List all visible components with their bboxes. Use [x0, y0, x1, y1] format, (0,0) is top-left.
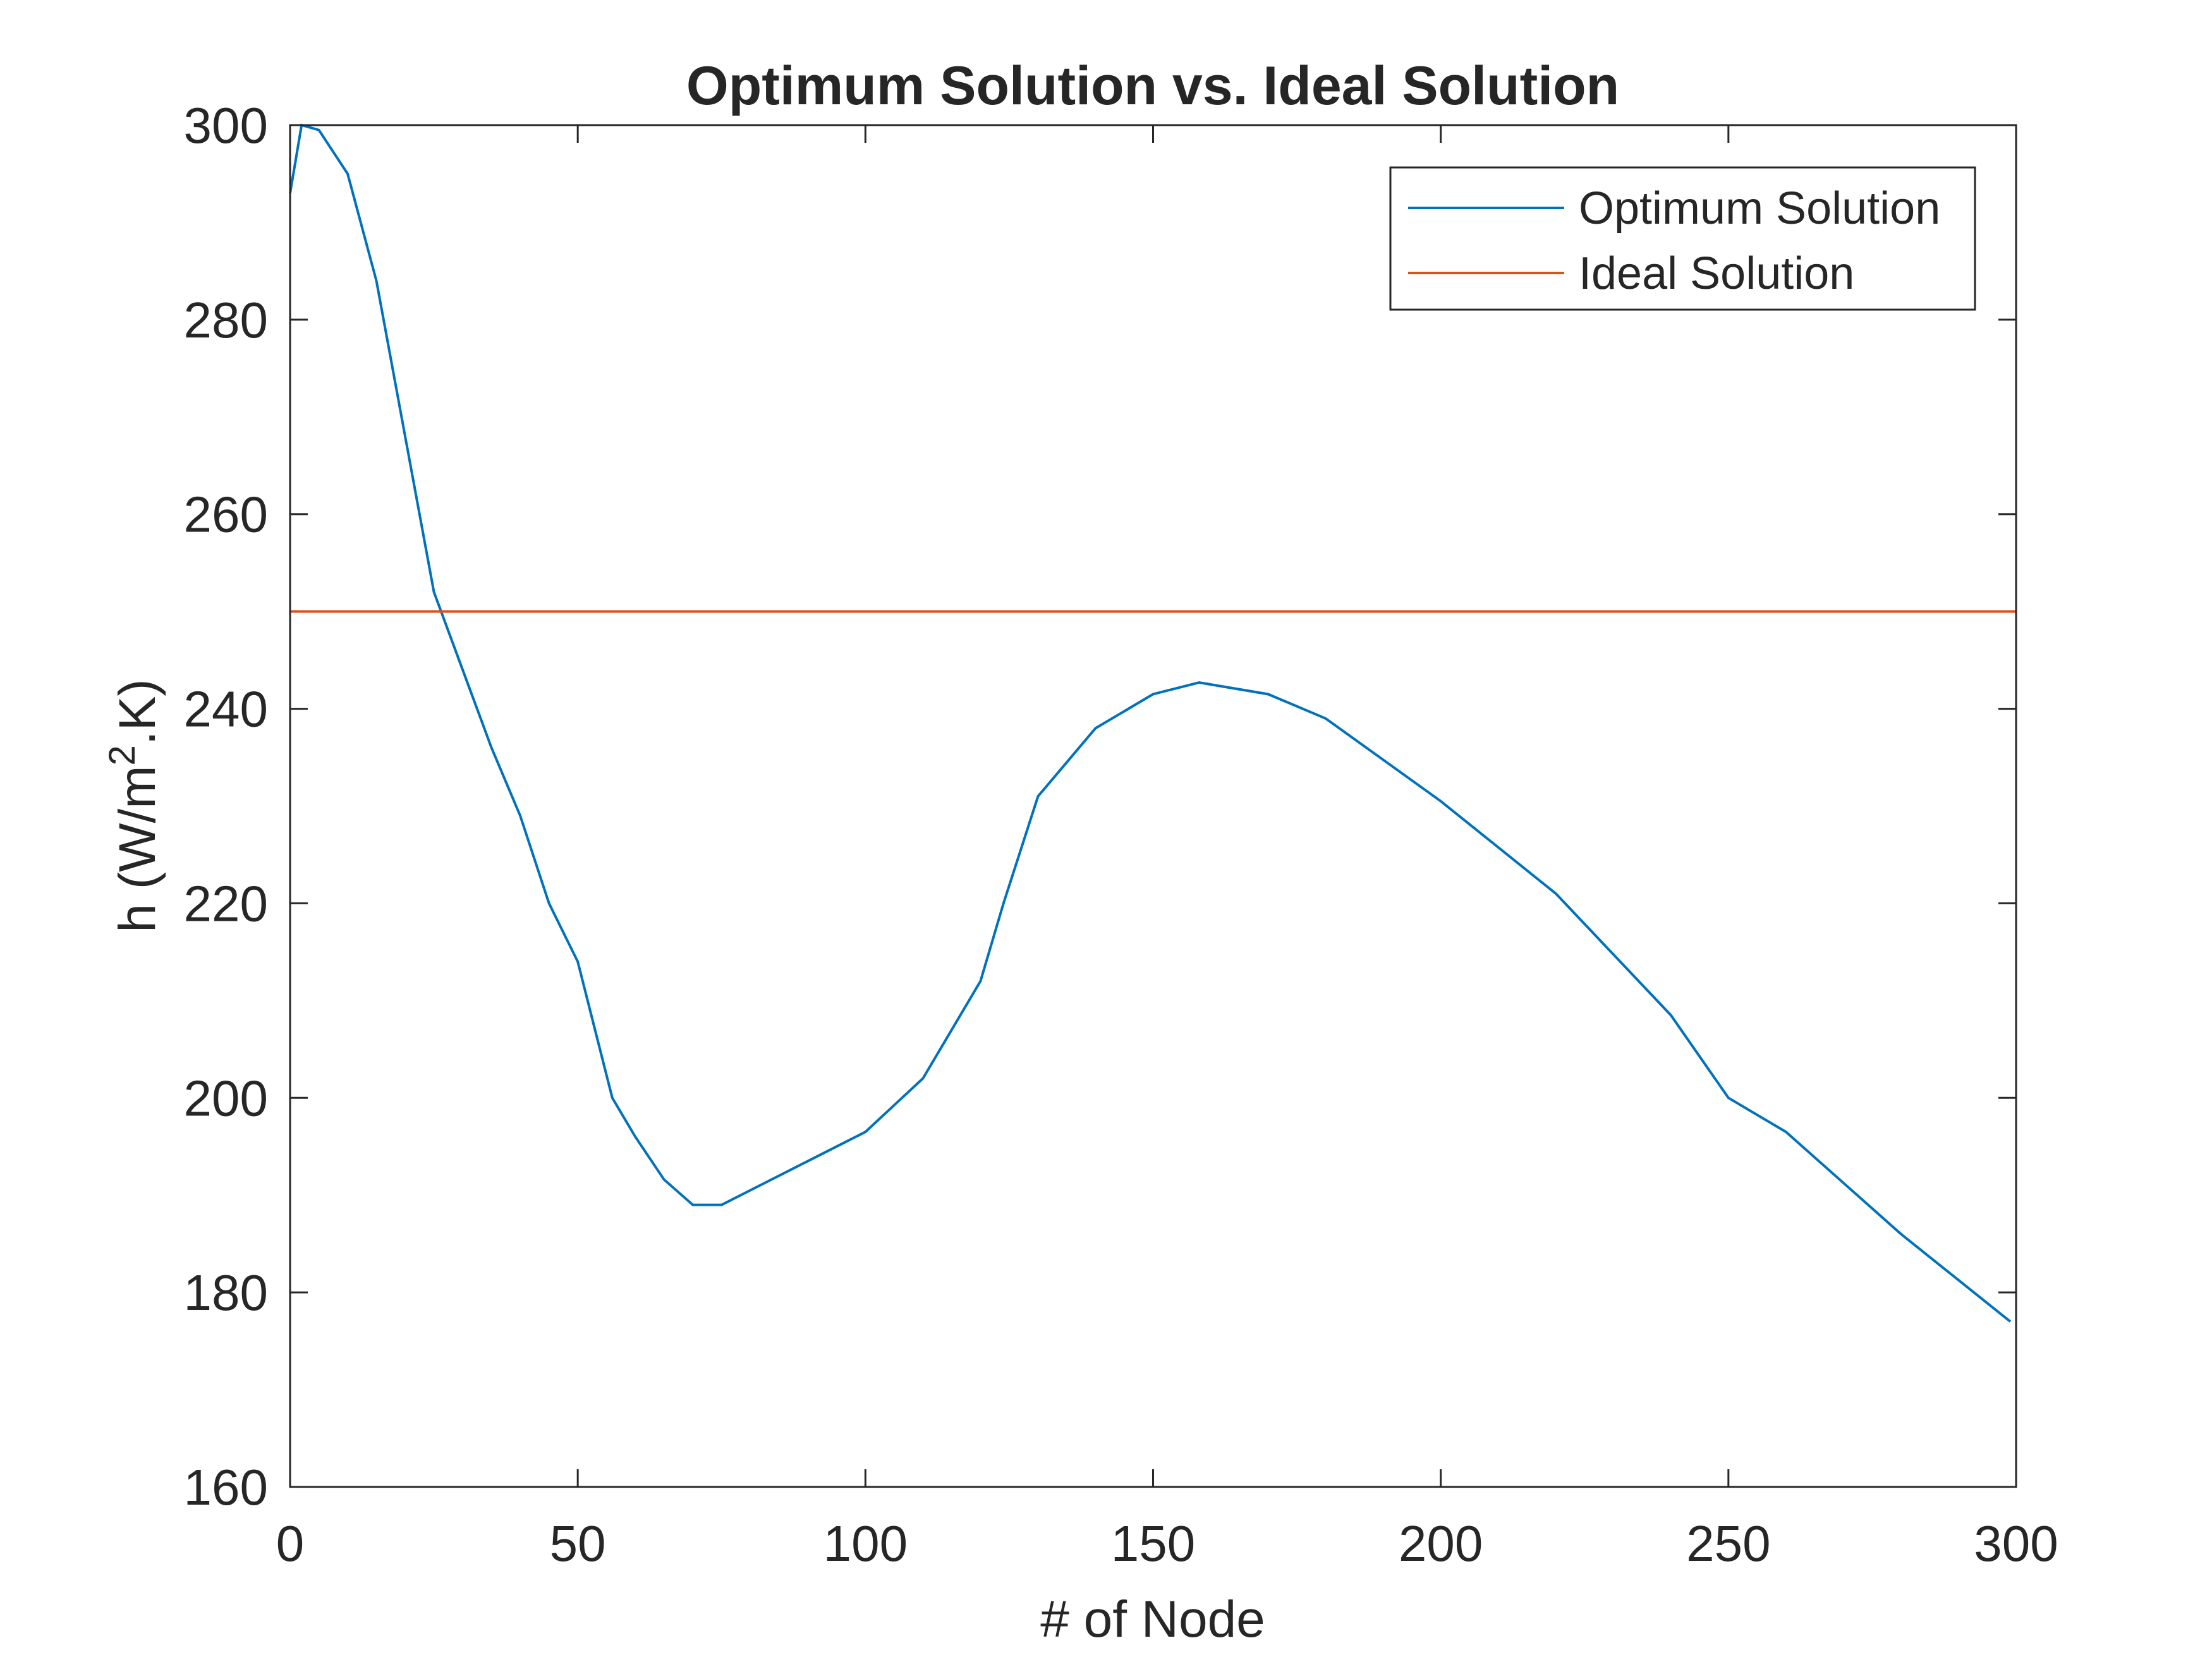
- axes-box: [289, 124, 2017, 1488]
- y-tick-label: 280: [184, 292, 268, 348]
- y-axis-label-part: .K): [109, 679, 166, 745]
- legend-box: [1389, 166, 1976, 311]
- y-tick-label: 200: [184, 1070, 268, 1126]
- y-tick-label: 160: [184, 1459, 268, 1515]
- y-tick-label: 260: [184, 487, 268, 543]
- y-tick-label: 220: [184, 875, 268, 931]
- y-axis-label-part: h (W/m: [109, 765, 166, 932]
- x-tick-label: 0: [276, 1515, 305, 1572]
- x-axis-label: # of Node: [1040, 1591, 1265, 1648]
- legend-label: Optimum Solution: [1579, 183, 1940, 234]
- legend-label: Ideal Solution: [1579, 248, 1854, 299]
- line-series: [289, 123, 2012, 1323]
- x-tick-label: 300: [1974, 1515, 2058, 1572]
- y-axis-label-sup: 2: [102, 745, 143, 765]
- y-tick-label: 180: [184, 1265, 268, 1321]
- x-tick-label: 50: [550, 1515, 606, 1572]
- y-tick-label: 300: [184, 97, 268, 154]
- y-tick-label: 240: [184, 681, 268, 737]
- x-tick-label: 250: [1686, 1515, 1770, 1572]
- x-tick-label: 150: [1111, 1515, 1195, 1572]
- y-axis-label: h (W/m2.K): [102, 679, 166, 932]
- chart-title: Optimum Solution vs. Ideal Solution: [686, 56, 1619, 116]
- x-tick-label: 200: [1399, 1515, 1483, 1572]
- x-tick-label: 100: [823, 1515, 908, 1572]
